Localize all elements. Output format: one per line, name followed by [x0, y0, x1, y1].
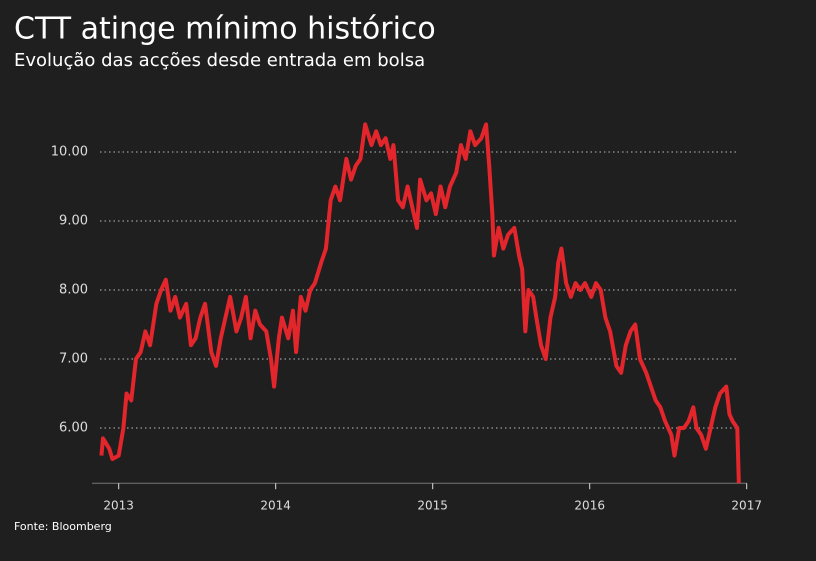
y-tick-label: 10.00 — [51, 145, 88, 160]
y-tick-label: 8.00 — [59, 283, 88, 298]
chart-title: CTT atinge mínimo histórico — [14, 12, 436, 47]
x-tick-label: 2015 — [417, 499, 448, 513]
source: Fonte: Bloomberg — [14, 520, 112, 533]
x-tick-label: 2014 — [260, 499, 291, 513]
chart-subtitle: Evolução das acções desde entrada em bol… — [14, 50, 425, 71]
x-tick-label: 2013 — [103, 499, 134, 513]
y-tick-label: 6.00 — [59, 421, 88, 436]
y-tick-label: 9.00 — [59, 214, 88, 229]
price-line — [99, 122, 741, 484]
y-tick-label: 7.00 — [59, 352, 88, 367]
x-tick-label: 2016 — [574, 499, 605, 513]
x-tick-label: 2017 — [731, 499, 762, 513]
